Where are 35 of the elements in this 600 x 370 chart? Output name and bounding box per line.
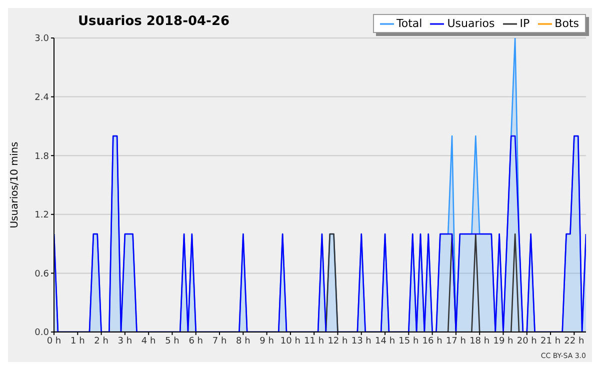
x-tick-label: 4 h xyxy=(141,336,156,346)
x-tick-label: 3 h xyxy=(118,336,132,346)
legend-label: Total xyxy=(396,17,422,30)
x-tick-label: 0 h xyxy=(46,336,62,346)
x-tick-label: 13 h xyxy=(351,336,372,346)
chart-title: Usuarios 2018-04-26 xyxy=(78,14,230,29)
x-tick-label: 1 h xyxy=(70,336,85,346)
x-tick-label: 7 h xyxy=(212,336,227,346)
y-axis-title: Usuarios/10 mins xyxy=(10,142,21,228)
x-tick-label: 12 h xyxy=(328,336,348,346)
y-tick-label: 1.8 xyxy=(34,152,50,162)
legend-label: IP xyxy=(520,17,530,30)
x-tick-label: 9 h xyxy=(260,336,274,346)
y-tick-label: 2.4 xyxy=(34,92,50,103)
x-tick-label: 11 h xyxy=(304,336,324,346)
x-tick-label: 2 h xyxy=(94,336,108,346)
legend-label: Bots xyxy=(554,17,579,30)
x-tick-label: 20 h xyxy=(516,336,537,346)
x-tick-label: 8 h xyxy=(236,336,250,346)
x-tick-label: 10 h xyxy=(280,336,300,346)
x-tick-label: 21 h xyxy=(540,336,561,346)
x-tick-label: 19 h xyxy=(493,336,514,346)
legend-label: Usuarios xyxy=(447,17,495,30)
x-tick-label: 17 h xyxy=(446,336,466,346)
x-tick-label: 22 h xyxy=(564,336,584,346)
x-tick-label: 16 h xyxy=(422,336,442,346)
x-tick-label: 15 h xyxy=(398,336,419,346)
y-tick-label: 0.6 xyxy=(34,269,50,280)
x-tick-label: 18 h xyxy=(470,336,490,346)
x-tick-label: 6 h xyxy=(188,336,204,346)
y-tick-label: 1.2 xyxy=(34,210,49,221)
x-tick-label: 14 h xyxy=(375,336,396,346)
y-tick-label: 0.0 xyxy=(34,328,50,338)
x-tick-label: 5 h xyxy=(165,336,180,346)
y-tick-label: 3.0 xyxy=(34,34,50,44)
